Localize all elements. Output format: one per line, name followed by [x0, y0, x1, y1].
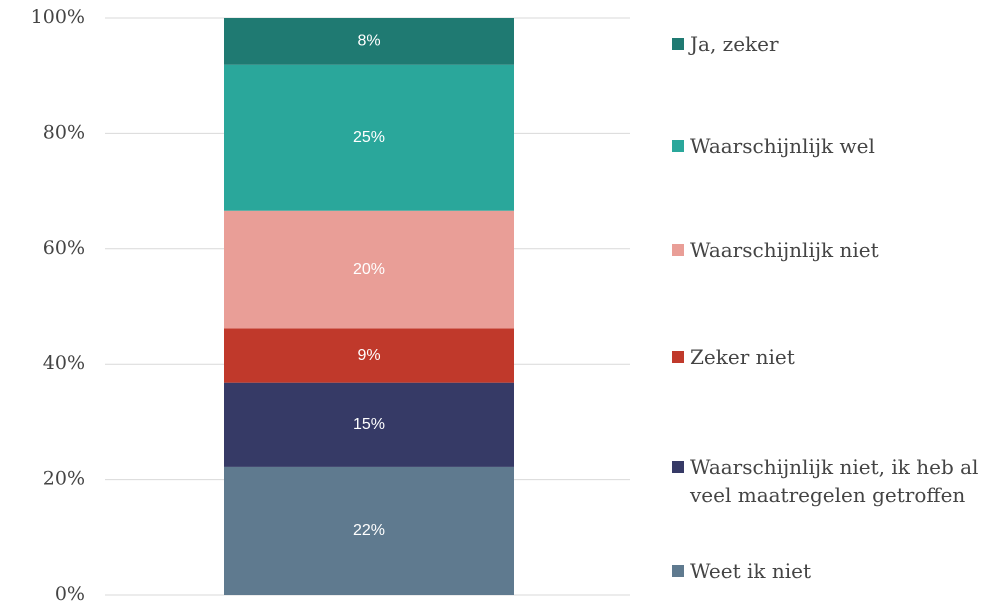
- legend-swatch: [672, 565, 684, 577]
- legend-swatch: [672, 351, 684, 363]
- y-tick-label: 100%: [31, 6, 85, 28]
- bar-segment: [224, 18, 514, 65]
- legend-label: Waarschijnlijk niet, ik heb al veel maatr…: [689, 455, 978, 507]
- bar-segment: [224, 64, 514, 211]
- legend-label: Waarschijnlijk wel: [690, 134, 875, 158]
- bar-segment: [224, 466, 514, 595]
- y-tick-label: 40%: [43, 352, 85, 374]
- data-label: 15%: [353, 416, 385, 433]
- data-label: 9%: [357, 347, 380, 364]
- legend-line: veel maatregelen getroffen: [689, 483, 965, 507]
- legend-swatch: [672, 461, 684, 473]
- bar-segment: [224, 328, 514, 383]
- legend-label: Ja, zeker: [688, 32, 779, 56]
- y-tick-label: 0%: [55, 583, 85, 603]
- y-tick-label: 60%: [43, 237, 85, 259]
- data-label: 25%: [353, 129, 385, 146]
- bar-segment: [224, 210, 514, 329]
- data-label: 8%: [357, 33, 380, 50]
- bar-segment: [224, 382, 514, 467]
- y-tick-label: 80%: [43, 121, 85, 143]
- legend-label: Weet ik niet: [690, 559, 811, 583]
- legend-swatch: [672, 244, 684, 256]
- legend-label: Waarschijnlijk niet: [690, 238, 879, 262]
- y-tick-label: 20%: [43, 468, 85, 490]
- legend-swatch: [672, 38, 684, 50]
- legend-line: Waarschijnlijk niet, ik heb al: [690, 455, 978, 479]
- legend-label: Zeker niet: [690, 345, 795, 369]
- data-label: 20%: [353, 261, 385, 278]
- legend-swatch: [672, 140, 684, 152]
- data-label: 22%: [353, 522, 385, 539]
